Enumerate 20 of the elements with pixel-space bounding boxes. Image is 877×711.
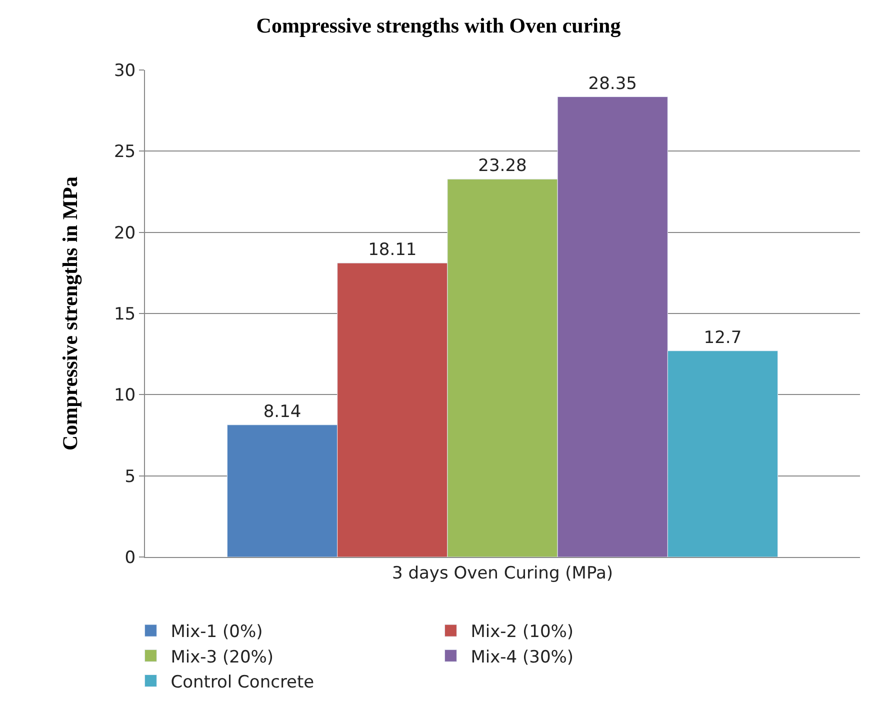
y-tick-label: 30 <box>114 60 136 81</box>
legend-label: Mix-3 (20%) <box>170 647 274 668</box>
legend-label: Mix-1 (0%) <box>170 622 263 642</box>
x-tick-label: 3 days Oven Curing (MPa) <box>392 563 613 584</box>
legend-label: Mix-2 (10%) <box>470 622 574 642</box>
y-tick-label: 20 <box>114 223 136 244</box>
data-label: 8.14 <box>263 402 302 422</box>
data-label: 28.35 <box>588 74 637 94</box>
data-label: 23.28 <box>478 156 527 176</box>
y-tick-label: 25 <box>114 142 136 162</box>
y-tick-label: 0 <box>124 548 136 568</box>
data-label: 12.7 <box>704 328 742 348</box>
y-tick-label: 10 <box>114 386 136 406</box>
y-axis-title: Compressive strengths in MPa <box>58 176 82 450</box>
legend-label: Control Concrete <box>170 672 314 692</box>
y-tick-label: 15 <box>114 304 136 324</box>
data-label: 18.11 <box>368 240 417 260</box>
chart-title: Compressive strengths with Oven curing <box>256 13 622 38</box>
legend-label: Mix-4 (30%) <box>470 647 574 668</box>
y-tick-label: 5 <box>124 466 136 487</box>
